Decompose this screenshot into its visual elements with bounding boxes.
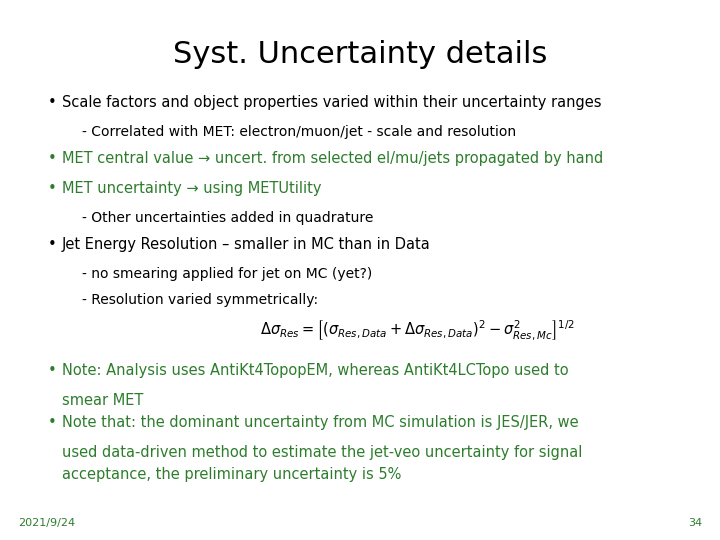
Text: - Correlated with MET: electron/muon/jet - scale and resolution: - Correlated with MET: electron/muon/jet… bbox=[82, 125, 516, 139]
Text: •: • bbox=[48, 151, 57, 166]
Text: Scale factors and object properties varied within their uncertainty ranges: Scale factors and object properties vari… bbox=[62, 95, 601, 110]
Text: - Resolution varied symmetrically:: - Resolution varied symmetrically: bbox=[82, 293, 318, 307]
Text: 2021/9/24: 2021/9/24 bbox=[18, 518, 75, 528]
Text: Note: Analysis uses AntiKt4TopopEM, whereas AntiKt4LCTopo used to: Note: Analysis uses AntiKt4TopopEM, wher… bbox=[62, 363, 569, 378]
Text: •: • bbox=[48, 237, 57, 252]
Text: Note that: the dominant uncertainty from MC simulation is JES/JER, we: Note that: the dominant uncertainty from… bbox=[62, 415, 579, 430]
Text: •: • bbox=[48, 181, 57, 196]
Text: •: • bbox=[48, 95, 57, 110]
Text: - no smearing applied for jet on MC (yet?): - no smearing applied for jet on MC (yet… bbox=[82, 267, 372, 281]
Text: acceptance, the preliminary uncertainty is 5%: acceptance, the preliminary uncertainty … bbox=[62, 467, 401, 482]
Text: 34: 34 bbox=[688, 518, 702, 528]
Text: used data-driven method to estimate the jet-veo uncertainty for signal: used data-driven method to estimate the … bbox=[62, 445, 582, 460]
Text: •: • bbox=[48, 363, 57, 378]
Text: - Other uncertainties added in quadrature: - Other uncertainties added in quadratur… bbox=[82, 211, 374, 225]
Text: MET central value → uncert. from selected el/mu/jets propagated by hand: MET central value → uncert. from selecte… bbox=[62, 151, 603, 166]
Text: MET uncertainty → using METUtility: MET uncertainty → using METUtility bbox=[62, 181, 322, 196]
Text: $\Delta\sigma_{Res} = \left[(\sigma_{Res,Data} + \Delta\sigma_{Res,Data})^2 - \s: $\Delta\sigma_{Res} = \left[(\sigma_{Res… bbox=[260, 319, 575, 343]
Text: •: • bbox=[48, 415, 57, 430]
Text: Jet Energy Resolution – smaller in MC than in Data: Jet Energy Resolution – smaller in MC th… bbox=[62, 237, 431, 252]
Text: Syst. Uncertainty details: Syst. Uncertainty details bbox=[173, 40, 547, 69]
Text: smear MET: smear MET bbox=[62, 393, 143, 408]
